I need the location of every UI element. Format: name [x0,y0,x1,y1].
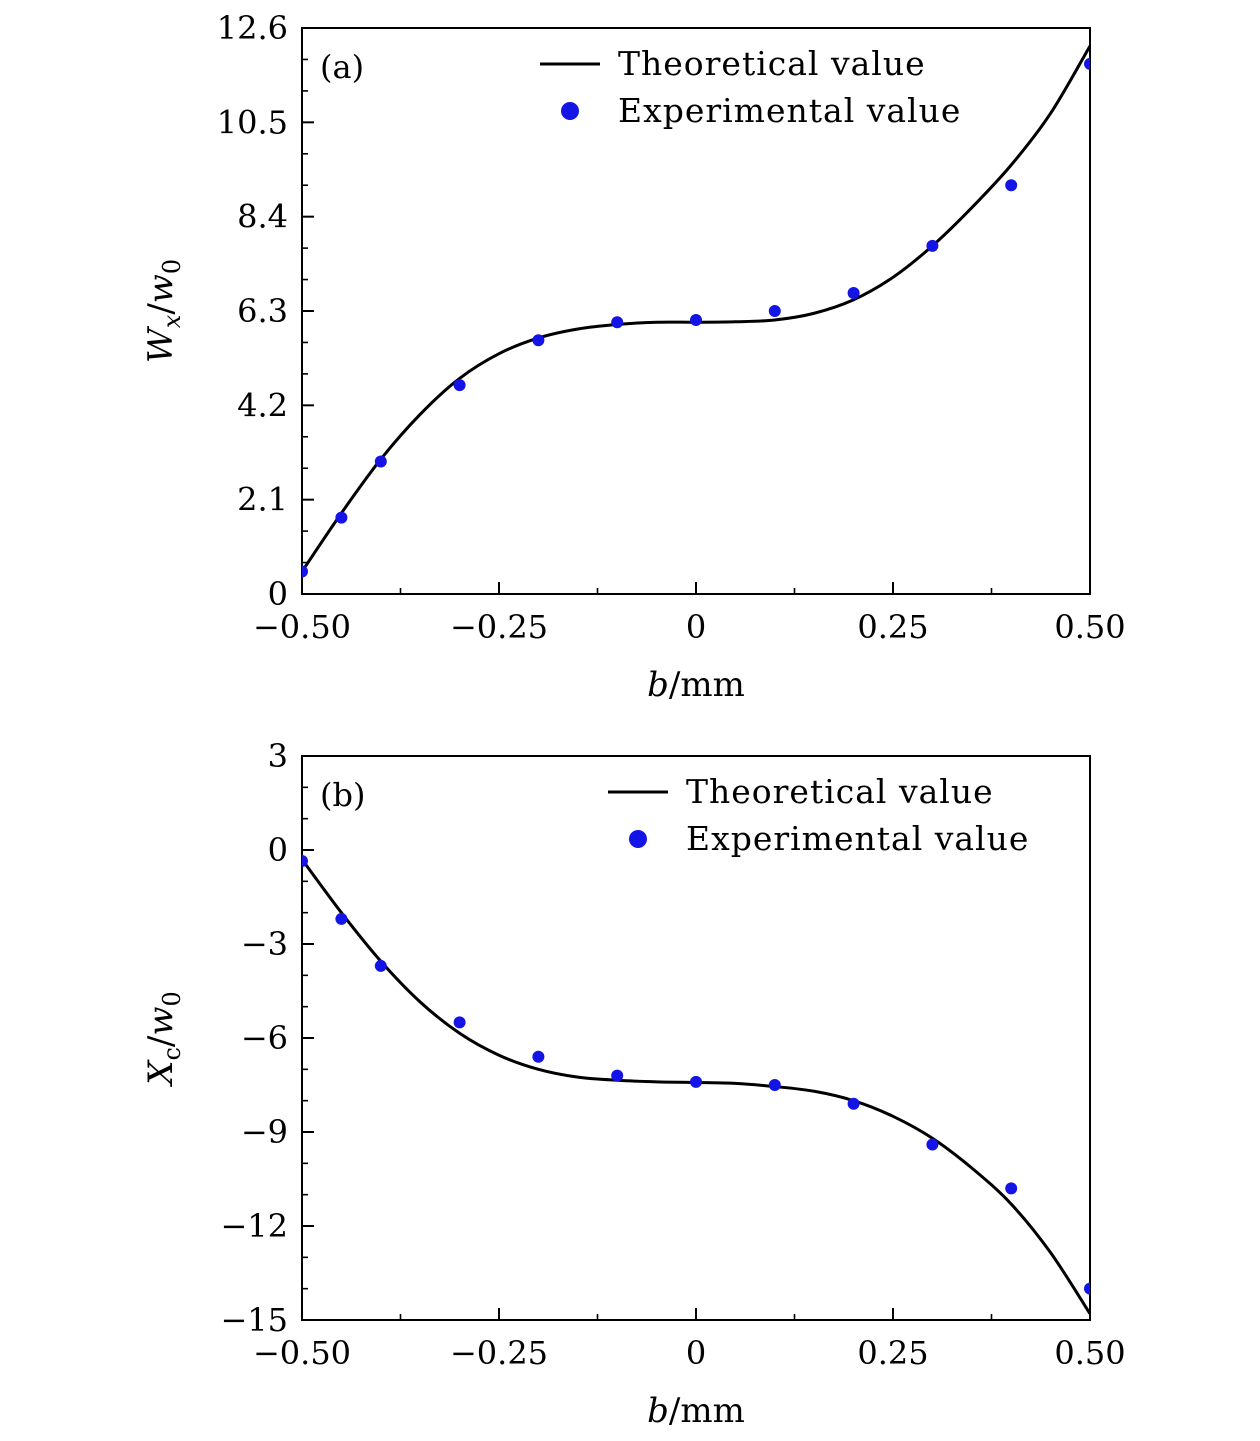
y-tick-label: 12.6 [217,9,288,47]
y-axis-var2: w [141,274,181,303]
x-tick-label: 0.50 [1054,1334,1125,1372]
data-point [926,1138,939,1151]
data-point [302,854,308,867]
data-point [335,511,348,524]
data-point [847,1097,860,1110]
data-point [453,1016,466,1029]
experimental-points [302,57,1090,578]
y-tick-label: 3 [268,737,288,775]
y-tick-label: −9 [241,1113,288,1151]
data-point [690,313,702,326]
data-point [1005,179,1018,192]
legend-theoretical-label: Theoretical value [686,772,994,811]
data-point [1084,1282,1090,1295]
chart-panel-a: 0 2.1 4.2 6.3 8.4 10.5 12.6 −0.50 −0.25 0 0.25 0.50… [141,9,1126,705]
y-tick-label: −3 [241,925,288,963]
y-tick-label: 0 [268,831,288,869]
y-axis-label: Wx/w0 [141,259,186,363]
x-tick-label: 0.25 [857,1334,928,1372]
x-tick-label: −0.25 [450,1334,548,1372]
x-axis-label: b/mm [647,665,745,705]
y-axis-label: Xc/w0 [141,991,186,1088]
panel-label: (b) [320,776,365,814]
y-tick-label: −15 [220,1301,288,1339]
y-axis-sub2: 0 [158,991,186,1006]
data-point [532,1050,545,1063]
data-point [926,239,939,252]
x-axis-var: b [647,1391,669,1431]
x-tick-label: 0 [686,1334,706,1372]
y-axis-var: W [141,325,181,363]
legend-point-swatch [629,830,647,848]
data-point [611,1069,624,1082]
data-point [1084,57,1090,70]
experimental-points [302,854,1090,1295]
y-tick-label: 10.5 [217,103,288,141]
legend-experimental-label: Experimental value [686,819,1029,858]
data-point [532,334,545,347]
legend-point-swatch [561,102,579,120]
x-tick-label: 0.25 [857,608,928,646]
x-axis-unit: /mm [669,1391,745,1431]
y-tick-label: 6.3 [237,292,288,330]
x-tick-label: 0 [686,608,706,646]
data-point [374,959,387,972]
y-tick-label: 0 [268,575,288,613]
y-tick-label: 2.1 [237,481,288,519]
x-axis-label: b/mm [647,1391,745,1431]
legend-experimental-label: Experimental value [618,91,961,130]
data-point [847,287,860,300]
panel-label: (a) [320,48,364,86]
y-axis-var2: w [141,1007,181,1036]
chart-panel-b: −15 −12 −9 −6 −3 0 3 −0.50 −0.25 0 0.25 0.50 (b) Theo… [141,737,1126,1431]
legend-theoretical-label: Theoretical value [618,44,926,83]
x-tick-label: 0.50 [1054,608,1125,646]
y-axis-sub: c [158,1047,186,1060]
data-point [768,305,781,317]
data-point [690,1075,702,1088]
data-point [374,455,387,468]
x-tick-label: −0.25 [450,608,548,646]
data-point [302,565,308,578]
y-axis-var: X [141,1059,181,1088]
y-axis-sep: / [141,1035,181,1047]
data-point [453,379,466,392]
data-point [768,1079,781,1091]
y-tick-label: 4.2 [237,386,288,424]
x-axis-var: b [647,665,669,705]
data-point [1005,1182,1018,1195]
y-tick-label: −12 [220,1207,288,1245]
y-tick-label: 8.4 [237,198,288,236]
x-tick-label: −0.50 [253,608,351,646]
x-tick-label: −0.50 [253,1334,351,1372]
y-axis-sep: / [141,303,181,315]
data-point [611,316,624,329]
data-point [335,912,348,925]
y-axis-sub: x [158,314,186,328]
y-axis-sub2: 0 [158,259,186,274]
x-axis-unit: /mm [669,665,745,705]
y-tick-label: −6 [241,1019,288,1057]
